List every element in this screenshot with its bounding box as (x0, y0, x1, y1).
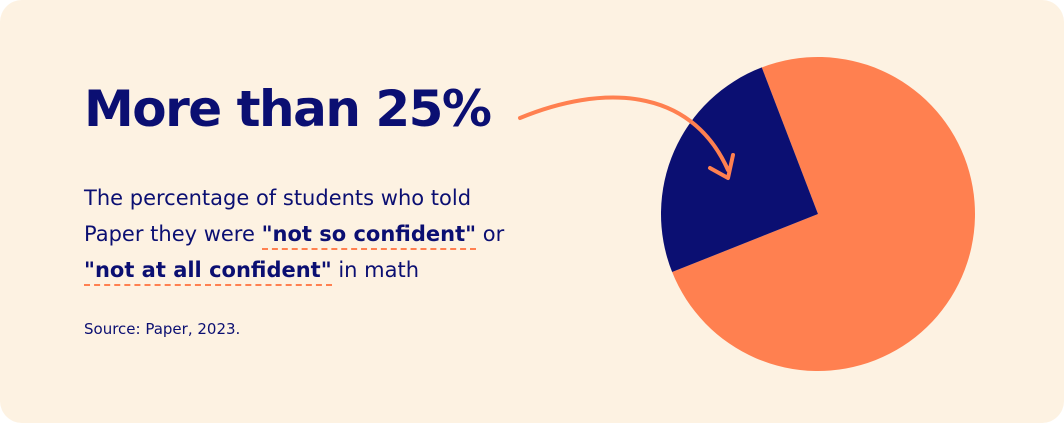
emphasis: "not at all confident" (84, 258, 332, 286)
pie-slice (660, 67, 818, 273)
pie-slice (672, 57, 975, 372)
description: The percentage of students who told Pape… (84, 180, 524, 288)
emphasis: "not so confident" (261, 222, 477, 250)
text: or (476, 222, 505, 246)
arrow (518, 95, 730, 172)
headline: More than 25% (84, 80, 492, 138)
text: in math (331, 258, 420, 282)
source: Source: Paper, 2023. (84, 320, 241, 338)
text: The percentage of students who told Pape… (84, 186, 472, 246)
arrow-head (708, 153, 735, 180)
